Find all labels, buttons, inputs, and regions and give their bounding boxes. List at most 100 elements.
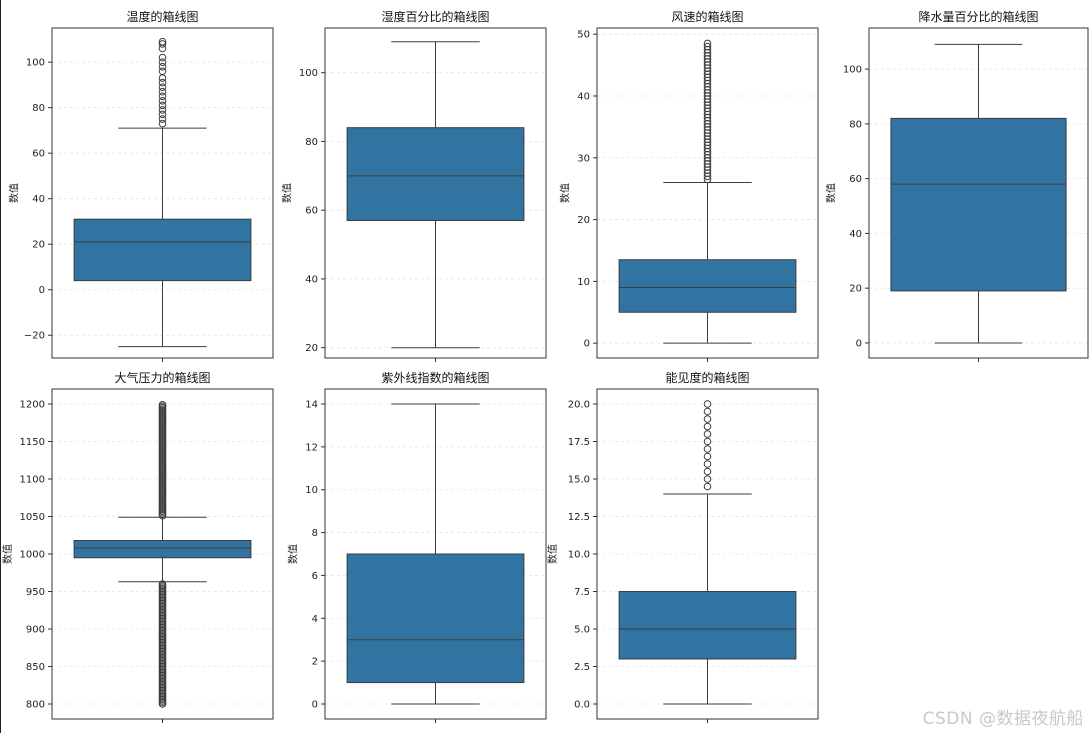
iqr-box bbox=[73, 218, 252, 282]
y-tick-label: 60 bbox=[849, 174, 862, 185]
y-tick-label: 10 bbox=[577, 277, 590, 288]
y-tick-label: 20 bbox=[577, 215, 590, 226]
iqr-box bbox=[618, 591, 797, 660]
outlier-point bbox=[158, 97, 167, 105]
y-tick-label: 5.0 bbox=[574, 625, 590, 636]
y-tick-label: 0 bbox=[312, 700, 318, 711]
chart-title: 风速的箱线图 bbox=[671, 9, 743, 24]
y-axis-label: 数值 bbox=[824, 183, 837, 203]
chart-title: 湿度百分比的箱线图 bbox=[381, 9, 489, 24]
outlier-point bbox=[703, 475, 712, 483]
y-tick-label: 100 bbox=[26, 58, 45, 69]
boxplot-panel: 800 850 900 950 1000 1050 1100 1150 1200 大气压力的箱线图… bbox=[1, 370, 274, 723]
y-tick-label: 80 bbox=[32, 103, 45, 114]
chart-title: 降水量百分比的箱线图 bbox=[918, 9, 1038, 24]
iqr-box bbox=[346, 553, 525, 684]
outlier-point bbox=[158, 110, 167, 119]
chart-title: 能见度的箱线图 bbox=[665, 370, 749, 385]
y-axis-label: 数值 bbox=[1, 544, 14, 564]
y-tick-label: 20.0 bbox=[568, 400, 590, 411]
outlier-point bbox=[703, 445, 712, 453]
outlier-point bbox=[703, 482, 712, 491]
y-tick-label: 0 bbox=[39, 285, 45, 296]
y-tick-label: 15.0 bbox=[568, 475, 590, 486]
outlier-point bbox=[158, 37, 167, 46]
y-tick-label: 2 bbox=[312, 657, 318, 668]
y-tick-label: 12.5 bbox=[568, 512, 590, 523]
y-tick-label: 900 bbox=[26, 625, 45, 636]
y-axis-label: 数值 bbox=[7, 183, 20, 203]
y-tick-label: 7.5 bbox=[574, 587, 590, 598]
outlier-point bbox=[158, 62, 167, 71]
y-tick-label: 20 bbox=[849, 284, 862, 295]
outlier-point bbox=[703, 460, 712, 468]
chart-title: 紫外线指数的箱线图 bbox=[381, 370, 489, 385]
y-tick-label: 0.0 bbox=[574, 700, 590, 711]
iqr-box bbox=[890, 117, 1067, 292]
y-axis-label: 数值 bbox=[546, 544, 559, 564]
outlier-point bbox=[158, 67, 167, 76]
y-tick-label: 4 bbox=[312, 614, 318, 625]
chart-title: 大气压力的箱线图 bbox=[114, 370, 210, 385]
y-tick-label: 850 bbox=[26, 662, 45, 673]
y-tick-label: 1100 bbox=[20, 475, 45, 486]
y-tick-label: 17.5 bbox=[568, 437, 590, 448]
outlier-point bbox=[703, 415, 712, 423]
y-tick-label: 40 bbox=[849, 229, 862, 240]
outlier-point bbox=[158, 78, 167, 87]
outlier-point bbox=[703, 39, 712, 48]
outlier-point bbox=[158, 119, 167, 128]
y-tick-label: 50 bbox=[577, 30, 590, 41]
outlier-point bbox=[703, 42, 712, 51]
y-tick-label: 14 bbox=[305, 400, 318, 411]
chart-title: 温度的箱线图 bbox=[126, 9, 198, 24]
y-tick-label: 8 bbox=[312, 528, 318, 539]
y-tick-label: −20 bbox=[24, 331, 45, 342]
boxplot-panel: 0.0 2.5 5.0 7.5 10.0 12.5 15.0 17.5 20.0 能见度的箱线图数… bbox=[546, 370, 819, 723]
outlier-point bbox=[703, 452, 712, 461]
y-tick-label: 1000 bbox=[20, 550, 45, 561]
outlier-point bbox=[158, 87, 167, 96]
y-tick-label: 40 bbox=[577, 91, 590, 102]
y-tick-label: 10.0 bbox=[568, 550, 590, 561]
y-tick-label: 0 bbox=[584, 339, 590, 350]
y-axis-label: 数值 bbox=[280, 183, 293, 203]
outlier-point bbox=[703, 400, 712, 408]
y-axis-label: 数值 bbox=[287, 544, 300, 564]
y-tick-label: 100 bbox=[299, 68, 318, 79]
y-tick-label: 40 bbox=[305, 274, 318, 285]
iqr-box bbox=[346, 127, 525, 221]
outlier-point bbox=[158, 106, 167, 114]
outlier-point bbox=[158, 83, 167, 91]
y-tick-label: 20 bbox=[32, 240, 45, 251]
outlier-point bbox=[703, 467, 712, 476]
y-tick-label: 80 bbox=[305, 137, 318, 148]
outlier-point bbox=[158, 580, 167, 588]
outlier-point bbox=[703, 422, 712, 431]
outlier-point bbox=[158, 101, 167, 110]
y-tick-label: 100 bbox=[843, 65, 862, 76]
y-tick-label: 20 bbox=[305, 343, 318, 354]
outlier-point bbox=[158, 115, 167, 123]
y-axis-label: 数值 bbox=[559, 183, 572, 203]
outlier-point bbox=[158, 92, 167, 101]
y-tick-label: 60 bbox=[32, 149, 45, 160]
y-tick-label: 1200 bbox=[20, 400, 45, 411]
outlier-point bbox=[158, 74, 167, 82]
y-tick-label: 1050 bbox=[20, 512, 45, 523]
y-tick-label: 2.5 bbox=[574, 662, 590, 673]
window-edge bbox=[0, 0, 1, 733]
y-tick-label: 1150 bbox=[20, 437, 45, 448]
y-tick-label: 800 bbox=[26, 700, 45, 711]
outlier-point bbox=[158, 53, 167, 62]
outlier-point bbox=[158, 400, 167, 409]
y-tick-label: 0 bbox=[856, 338, 862, 349]
watermark-text: CSDN @数据夜航船 bbox=[922, 709, 1084, 729]
y-tick-label: 950 bbox=[26, 587, 45, 598]
outlier-point bbox=[158, 40, 167, 48]
